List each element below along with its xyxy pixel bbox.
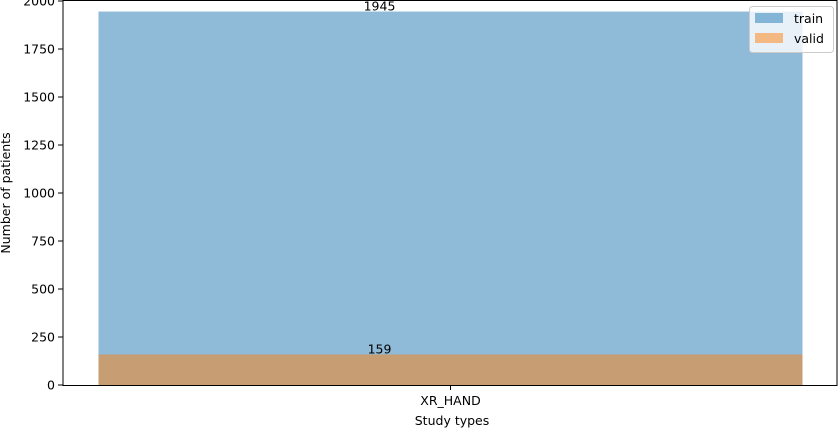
legend: train valid (749, 6, 834, 53)
y-tick-label: 250 (31, 330, 55, 345)
data-labels-group: 1945 159 (364, 0, 396, 356)
y-tick-label: 750 (31, 234, 55, 249)
x-axis-label: Study types (415, 413, 490, 428)
legend-label-train: train (794, 11, 823, 26)
bars-group (98, 11, 803, 386)
x-tick-label: XR_HAND (420, 393, 480, 408)
y-axis: 0 250 500 750 1000 1250 1500 1750 2000 (23, 0, 63, 393)
data-label-valid: 159 (368, 341, 392, 356)
data-label-train: 1945 (364, 0, 396, 14)
x-axis: XR_HAND (420, 385, 481, 408)
y-tick-label: 500 (31, 282, 55, 297)
y-tick-label: 1250 (23, 138, 55, 153)
bar-train (98, 11, 803, 386)
y-axis-label: Number of patients (0, 132, 13, 253)
y-tick-label: 1000 (23, 186, 55, 201)
legend-swatch-valid (755, 33, 783, 43)
y-tick-label: 2000 (23, 0, 55, 9)
plot-area: 1945 159 (62, 0, 838, 386)
bar-valid (98, 354, 803, 385)
legend-label-valid: valid (794, 31, 824, 46)
y-tick-label: 1750 (23, 42, 55, 57)
legend-swatch-train (755, 13, 783, 23)
y-tick-label: 1500 (23, 90, 55, 105)
y-tick-label: 0 (47, 378, 55, 393)
